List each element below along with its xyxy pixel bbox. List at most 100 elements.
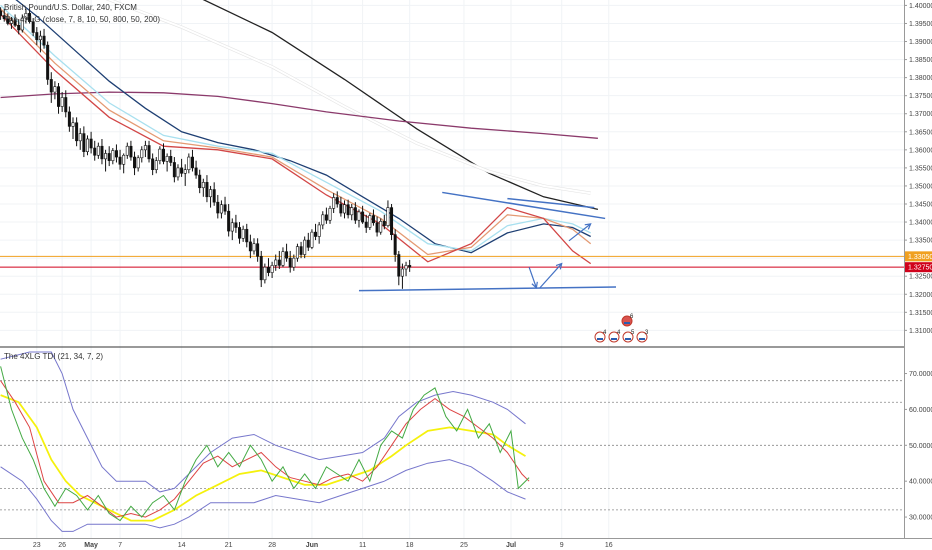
candle-body[interactable] <box>245 228 249 243</box>
candle-body[interactable] <box>256 243 260 257</box>
candle-body[interactable] <box>306 239 310 248</box>
candle-body[interactable] <box>346 204 350 216</box>
candle-body[interactable] <box>259 256 263 281</box>
candle-body[interactable] <box>9 20 13 24</box>
candle-body[interactable] <box>17 24 21 31</box>
candle-body[interactable] <box>46 44 50 80</box>
candle-body[interactable] <box>216 201 220 214</box>
candle-body[interactable] <box>397 254 401 277</box>
candle-body[interactable] <box>0 10 3 16</box>
candle-body[interactable] <box>201 182 205 189</box>
candle-body[interactable] <box>180 167 184 174</box>
candle-body[interactable] <box>125 145 129 156</box>
candle-body[interactable] <box>133 156 137 169</box>
candle-body[interactable] <box>31 21 35 33</box>
candle-body[interactable] <box>219 204 223 214</box>
candle-body[interactable] <box>288 257 292 268</box>
candle-body[interactable] <box>71 122 75 127</box>
candle-body[interactable] <box>57 86 61 107</box>
candle-body[interactable] <box>28 13 32 22</box>
candle-body[interactable] <box>238 227 242 239</box>
candle-body[interactable] <box>310 231 314 248</box>
candle-body[interactable] <box>42 35 46 46</box>
candle-body[interactable] <box>85 138 89 152</box>
candle-body[interactable] <box>212 189 216 203</box>
candle-body[interactable] <box>368 215 372 228</box>
candle-body[interactable] <box>266 266 270 273</box>
candle-body[interactable] <box>129 145 133 158</box>
candle-body[interactable] <box>60 97 64 107</box>
candle-body[interactable] <box>111 150 115 161</box>
candle-body[interactable] <box>400 268 404 277</box>
candle-body[interactable] <box>285 251 289 259</box>
candle-body[interactable] <box>162 148 166 162</box>
candle-body[interactable] <box>151 158 155 170</box>
candle-body[interactable] <box>2 15 6 20</box>
forecast-arrow[interactable] <box>568 223 592 242</box>
candle-body[interactable] <box>295 246 299 259</box>
candle-body[interactable] <box>194 167 198 176</box>
candle-body[interactable] <box>321 214 325 226</box>
candle-body[interactable] <box>24 13 28 19</box>
candle-body[interactable] <box>96 145 100 156</box>
candle-body[interactable] <box>335 197 339 205</box>
candle-body[interactable] <box>386 207 390 226</box>
candle-body[interactable] <box>390 207 394 235</box>
candle-body[interactable] <box>13 20 17 26</box>
candle-body[interactable] <box>281 251 285 266</box>
candle-body[interactable] <box>190 156 194 169</box>
candle-body[interactable] <box>122 154 126 165</box>
candle-body[interactable] <box>53 86 57 93</box>
candle-body[interactable] <box>198 174 202 189</box>
candle-body[interactable] <box>169 156 173 163</box>
trendline[interactable] <box>507 197 595 209</box>
candle-body[interactable] <box>209 189 213 198</box>
candle-body[interactable] <box>277 259 281 266</box>
candle-body[interactable] <box>64 97 68 113</box>
candle-body[interactable] <box>357 211 361 221</box>
trendlines[interactable] <box>358 191 617 292</box>
candle-body[interactable] <box>382 221 386 226</box>
candle-body[interactable] <box>187 156 191 170</box>
candle-body[interactable] <box>248 241 252 252</box>
candle-body[interactable] <box>114 150 118 158</box>
candle-body[interactable] <box>408 265 412 268</box>
candle-body[interactable] <box>158 148 162 161</box>
candle-body[interactable] <box>205 182 209 198</box>
candle-body[interactable] <box>140 149 144 159</box>
candle-body[interactable] <box>270 265 274 273</box>
candle-body[interactable] <box>183 169 187 174</box>
candle-body[interactable] <box>241 228 245 239</box>
candle-body[interactable] <box>299 246 303 255</box>
trendline[interactable] <box>358 286 617 292</box>
candle-body[interactable] <box>353 207 357 221</box>
event-badges[interactable]: 4 4 5 3 6 <box>594 314 649 343</box>
candle-body[interactable] <box>93 147 97 156</box>
candle-body[interactable] <box>107 153 111 161</box>
candle-body[interactable] <box>6 18 10 24</box>
candle-body[interactable] <box>223 204 227 212</box>
candle-body[interactable] <box>100 145 104 160</box>
candle-body[interactable] <box>292 257 296 268</box>
candle-body[interactable] <box>364 221 368 228</box>
candle-body[interactable] <box>324 214 328 221</box>
candle-body[interactable] <box>230 222 234 232</box>
candle-body[interactable] <box>339 203 343 214</box>
candle-body[interactable] <box>143 145 147 151</box>
candle-body[interactable] <box>332 197 336 209</box>
candle-body[interactable] <box>303 239 307 255</box>
candle-body[interactable] <box>328 208 332 221</box>
candle-body[interactable] <box>317 224 321 237</box>
candle-body[interactable] <box>147 145 151 160</box>
candle-body[interactable] <box>118 156 122 165</box>
candle-body[interactable] <box>89 138 93 149</box>
candlesticks[interactable] <box>0 7 412 289</box>
candle-body[interactable] <box>234 222 238 228</box>
candle-body[interactable] <box>82 133 86 152</box>
candle-body[interactable] <box>252 243 256 252</box>
candle-body[interactable] <box>314 231 318 237</box>
candle-body[interactable] <box>361 211 365 223</box>
candle-body[interactable] <box>176 167 180 178</box>
candle-body[interactable] <box>371 215 375 224</box>
